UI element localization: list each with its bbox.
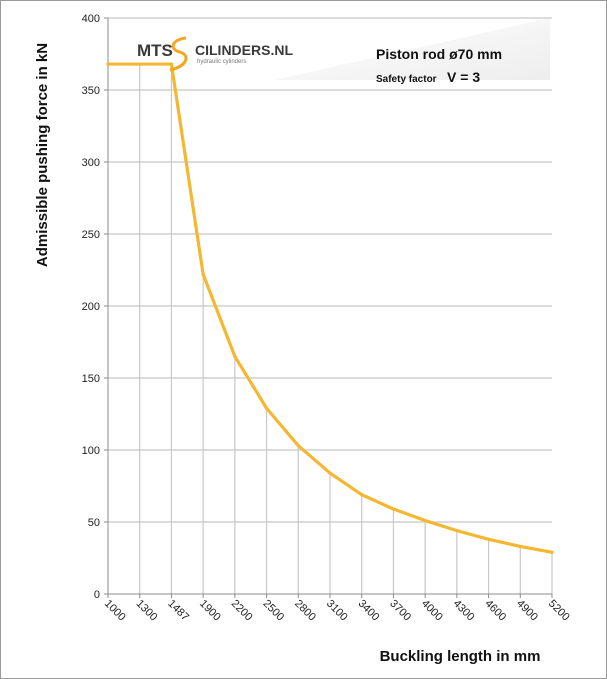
logo-swoosh-icon — [169, 36, 188, 72]
x-tick-label: 1300 — [134, 598, 160, 624]
x-tick-label: 3700 — [387, 598, 413, 624]
data-point — [455, 529, 459, 533]
safety-factor-prefix: Safety factor — [376, 74, 437, 85]
data-point — [169, 62, 174, 66]
y-tick-label: 150 — [82, 373, 100, 385]
x-tick-label: 4600 — [482, 598, 508, 624]
data-point — [233, 354, 237, 358]
y-tick-label: 200 — [82, 301, 100, 313]
safety-factor-label: Safety factor V = 3 — [376, 69, 480, 86]
y-tick-label: 0 — [94, 589, 100, 601]
y-tick-label: 250 — [82, 229, 100, 241]
x-tick-label: 4000 — [419, 598, 445, 624]
data-point — [264, 406, 269, 410]
x-tick-label: 4900 — [514, 598, 540, 624]
x-tick-label: 1487 — [165, 598, 191, 624]
y-tick-label: 350 — [82, 85, 100, 97]
data-point — [328, 471, 332, 475]
logo-name: CILINDERS.NL — [195, 42, 293, 58]
x-axis-title: Buckling length in mm — [380, 648, 541, 665]
y-tick-label: 300 — [82, 157, 100, 169]
data-point — [296, 444, 300, 448]
y-tick-label: 100 — [82, 445, 100, 457]
piston-rod-label: Piston rod ø70 mm — [376, 46, 502, 62]
data-point — [138, 62, 142, 66]
watermark-shape — [275, 18, 550, 80]
data-point — [550, 550, 554, 554]
data-point — [518, 544, 522, 549]
x-tick-label: 1000 — [102, 598, 128, 624]
y-axis-title: Admissible pushing force in kN — [34, 43, 51, 267]
x-tick-label: 1900 — [197, 598, 223, 624]
x-tick-label: 2200 — [229, 598, 255, 624]
x-tick-label: 3100 — [324, 598, 350, 624]
data-point — [423, 518, 427, 523]
x-tick-label: 5200 — [546, 598, 572, 624]
data-point — [106, 62, 110, 66]
x-tick-label: 2500 — [260, 598, 286, 624]
logo-brand: MTS — [137, 41, 173, 60]
safety-factor-value: V = 3 — [447, 69, 480, 85]
data-point — [391, 507, 396, 511]
data-point — [486, 537, 491, 541]
data-point — [360, 493, 364, 497]
x-tick-label: 4300 — [451, 598, 477, 624]
logo-tagline: hydraulic cylinders — [197, 59, 246, 65]
mts-logo: MTS CILINDERS.NL hydraulic cylinders — [137, 36, 293, 72]
data-point — [201, 272, 205, 276]
x-tick-label: 2800 — [292, 598, 318, 624]
y-tick-label: 50 — [88, 517, 100, 529]
y-tick-label: 400 — [82, 13, 100, 25]
x-tick-label: 3400 — [356, 598, 382, 624]
